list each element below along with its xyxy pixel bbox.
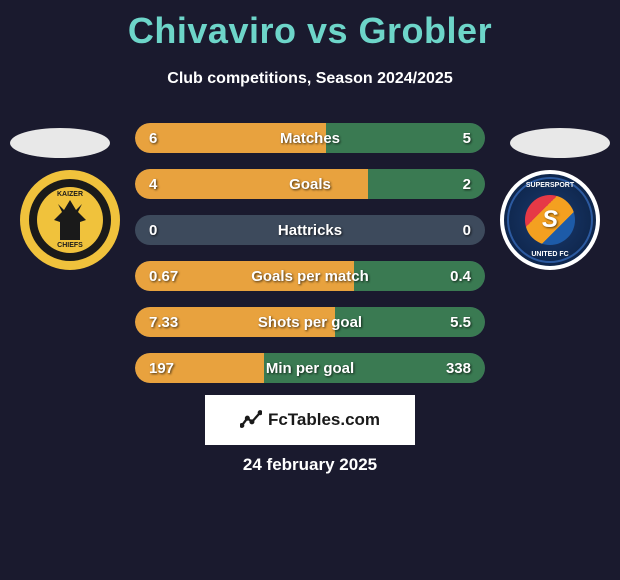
stat-label: Min per goal — [266, 360, 354, 377]
stat-value-left: 0 — [149, 222, 157, 239]
footer-date: 24 february 2025 — [243, 455, 377, 475]
stat-value-right: 0 — [463, 222, 471, 239]
stat-row: 197 338 Min per goal — [135, 353, 485, 383]
player-photo-left — [10, 128, 110, 158]
player-right-name: Grobler — [359, 10, 493, 51]
stats-table: 6 5 Matches 4 2 Goals 0 0 Hattricks 0.67 0.4 Goals … — [135, 123, 485, 399]
stat-value-left: 6 — [149, 130, 157, 147]
stat-row: 6 5 Matches — [135, 123, 485, 153]
stat-value-left: 197 — [149, 360, 174, 377]
club-left-name-bottom: CHIEFS — [57, 242, 83, 249]
stat-row: 7.33 5.5 Shots per goal — [135, 307, 485, 337]
stat-value-right: 0.4 — [450, 268, 471, 285]
subtitle: Club competitions, Season 2024/2025 — [0, 70, 620, 88]
stat-row: 0 0 Hattricks — [135, 215, 485, 245]
chief-icon — [50, 200, 90, 240]
club-left-name-top: KAIZER — [57, 191, 83, 198]
club-badge-left: KAIZER CHIEFS — [20, 170, 120, 270]
footer-site-text: FcTables.com — [268, 410, 380, 430]
player-left-name: Chivaviro — [128, 10, 297, 51]
stat-value-right: 338 — [446, 360, 471, 377]
stat-label: Hattricks — [278, 222, 342, 239]
stat-label: Shots per goal — [258, 314, 362, 331]
stat-bar-left — [135, 169, 368, 199]
stat-value-right: 5 — [463, 130, 471, 147]
club-badge-left-inner: KAIZER CHIEFS — [29, 179, 111, 261]
stat-label: Goals per match — [251, 268, 369, 285]
club-right-name-top: SUPERSPORT — [526, 182, 574, 189]
player-photo-right — [510, 128, 610, 158]
stat-value-left: 4 — [149, 176, 157, 193]
stat-bar-right — [326, 123, 485, 153]
comparison-title: Chivaviro vs Grobler — [0, 0, 620, 52]
stat-row: 0.67 0.4 Goals per match — [135, 261, 485, 291]
club-right-name-bottom: UNITED FC — [531, 251, 568, 258]
chart-icon — [240, 409, 262, 431]
club-badge-right: SUPERSPORT S UNITED FC — [500, 170, 600, 270]
stat-row: 4 2 Goals — [135, 169, 485, 199]
stat-value-right: 2 — [463, 176, 471, 193]
vs-separator: vs — [307, 10, 348, 51]
stat-value-right: 5.5 — [450, 314, 471, 331]
stat-label: Matches — [280, 130, 340, 147]
stat-value-left: 0.67 — [149, 268, 178, 285]
footer-site-badge: FcTables.com — [205, 395, 415, 445]
stat-value-left: 7.33 — [149, 314, 178, 331]
stat-label: Goals — [289, 176, 331, 193]
